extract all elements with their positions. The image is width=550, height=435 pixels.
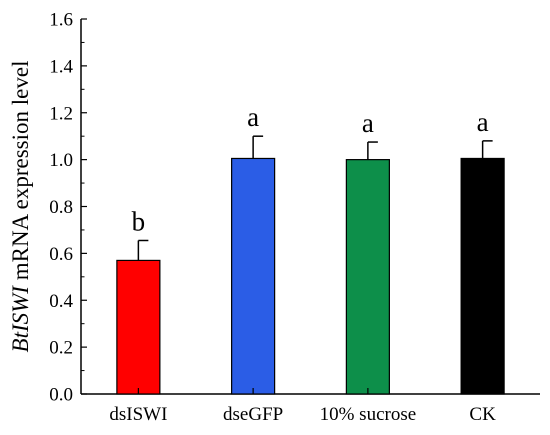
y-tick-label: 1.6 xyxy=(49,10,73,31)
bar-dsiswi xyxy=(116,259,161,395)
bar-ck xyxy=(460,157,505,395)
bar-dsegfp xyxy=(231,157,276,395)
y-tick-label: 0.0 xyxy=(49,385,73,406)
y-tick-label: 1.0 xyxy=(49,150,73,171)
plot-area: 0.0 0.2 0.4 0.6 0.8 1.0 1.2 1.4 1.6 dsISWI b dseGFP… xyxy=(49,10,540,425)
x-tick-label: dseGFP xyxy=(223,404,283,425)
y-axis-label-gene: BtISWI xyxy=(8,285,33,353)
significance-letter: a xyxy=(247,102,259,132)
y-tick-label: 1.4 xyxy=(49,56,73,77)
significance-letter: a xyxy=(477,107,489,137)
bar-10-sucrose xyxy=(345,159,390,395)
y-tick-label: 0.6 xyxy=(49,244,73,265)
significance-letter: a xyxy=(362,108,374,138)
x-tick-label: 10% sucrose xyxy=(320,404,417,425)
x-tick-label: CK xyxy=(469,404,496,425)
y-axis-label: BtISWI mRNA expression level xyxy=(8,61,33,353)
y-tick-label: 0.8 xyxy=(49,197,73,218)
y-axis-label-text: mRNA expression level xyxy=(8,61,33,287)
significance-letter: b xyxy=(132,206,146,236)
y-tick-label: 0.2 xyxy=(49,338,73,359)
y-tick-label: 1.2 xyxy=(49,103,73,124)
x-tick-label: dsISWI xyxy=(109,404,167,425)
y-tick-label: 0.4 xyxy=(49,291,73,312)
